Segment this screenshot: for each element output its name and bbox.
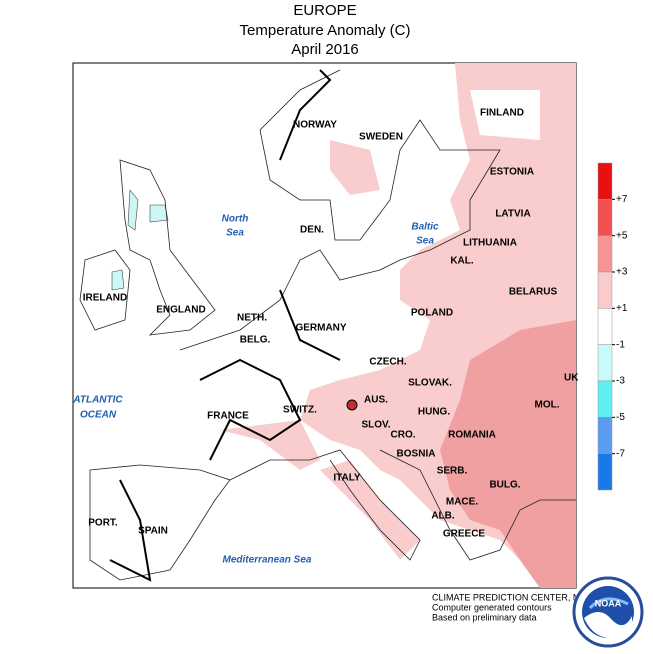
country-label: CRO. xyxy=(391,430,416,441)
country-label: ITALY xyxy=(333,473,361,484)
coast-britain xyxy=(119,159,216,336)
legend-swatch xyxy=(597,417,613,454)
noaa-logo: NOAA xyxy=(572,576,644,648)
country-label: GERMANY xyxy=(295,323,346,334)
sea-label: Sea xyxy=(416,236,434,247)
warm-france xyxy=(220,420,320,470)
country-label: SLOVAK. xyxy=(408,378,452,389)
country-label: SLOV. xyxy=(361,420,390,431)
legend-swatch xyxy=(597,162,613,200)
warm-italy xyxy=(320,460,420,560)
country-label: UK xyxy=(564,373,579,384)
country-label: BELARUS xyxy=(509,287,558,298)
legend: +7 +5 +3 +1 -1 -3 -5 -7 xyxy=(597,162,628,491)
country-label: SWEDEN xyxy=(359,132,403,143)
legend-label: +5 xyxy=(616,230,628,241)
country-label: POLAND xyxy=(411,308,453,319)
sea-label: Sea xyxy=(226,228,244,239)
credit: Based on preliminary data xyxy=(432,612,537,622)
sea-label: ATLANTIC xyxy=(72,395,123,406)
country-label: MACE. xyxy=(446,497,478,508)
legend-swatch xyxy=(597,308,613,345)
coast-iberia xyxy=(89,464,231,581)
legend-label: -5 xyxy=(616,412,625,423)
country-label: BULG. xyxy=(489,480,520,491)
country-label: ESTONIA xyxy=(490,167,534,178)
legend-label: +1 xyxy=(616,303,628,314)
credit: Computer generated contours xyxy=(432,602,552,612)
neutral-finland xyxy=(470,90,540,140)
legend-label: +3 xyxy=(616,267,628,278)
sea-label: Baltic xyxy=(411,222,439,233)
country-label: CZECH. xyxy=(369,357,406,368)
country-label: PORT. xyxy=(88,518,118,529)
country-label: BOSNIA xyxy=(397,449,436,460)
warmer-area xyxy=(440,320,576,588)
country-label: LATVIA xyxy=(495,209,530,220)
coast-north xyxy=(179,69,501,351)
legend-swatch xyxy=(597,453,613,491)
country-label: MOL. xyxy=(535,400,560,411)
legend-swatch xyxy=(597,271,613,309)
date: April 2016 xyxy=(291,41,359,58)
title: EUROPE xyxy=(293,2,356,19)
country-label: SPAIN xyxy=(138,526,168,537)
logo-text: NOAA xyxy=(595,598,622,608)
legend-label: +7 xyxy=(616,194,628,205)
legend-label: -1 xyxy=(616,339,625,350)
credit: CLIMATE PREDICTION CENTER, NOAA xyxy=(432,592,598,602)
legend-swatch xyxy=(597,380,613,418)
country-label: NETH. xyxy=(237,313,267,324)
legend-label: -7 xyxy=(616,448,625,459)
country-label: SERB. xyxy=(437,466,468,477)
country-label: ROMANIA xyxy=(448,430,496,441)
country-label: AUS. xyxy=(364,395,388,406)
country-label: IRELAND xyxy=(83,293,127,304)
sea-label: OCEAN xyxy=(80,410,117,421)
country-label: ENGLAND xyxy=(156,305,205,316)
cool-areas xyxy=(111,189,169,291)
contour xyxy=(109,69,341,582)
sea-label: Mediterranean Sea xyxy=(223,555,312,566)
country-label: HUNG. xyxy=(418,407,450,418)
map: NORWAY SWEDEN FINLAND ESTONIA LATVIA LIT… xyxy=(72,62,579,589)
country-label: FRANCE xyxy=(207,411,249,422)
coast-italy xyxy=(229,449,421,561)
legend-swatch xyxy=(597,344,613,382)
country-label: NORWAY xyxy=(293,120,337,131)
country-label: SWITZ. xyxy=(283,405,317,416)
subtitle: Temperature Anomaly (C) xyxy=(240,22,411,39)
sea-label: North xyxy=(222,214,249,225)
country-label: GREECE xyxy=(443,529,486,540)
warm-sweden xyxy=(330,140,380,195)
warm-spot xyxy=(346,399,358,411)
country-label: KAL. xyxy=(450,256,474,267)
legend-swatch xyxy=(597,235,613,273)
legend-swatch xyxy=(597,199,613,236)
country-label: FINLAND xyxy=(480,108,524,119)
coast-ireland xyxy=(79,249,131,331)
country-label: LITHUANIA xyxy=(463,238,517,249)
country-label: DEN. xyxy=(300,225,324,236)
country-label: BELG. xyxy=(240,335,271,346)
legend-label: -3 xyxy=(616,376,625,387)
country-label: ALB. xyxy=(431,511,455,522)
coast-balkans xyxy=(379,449,576,561)
